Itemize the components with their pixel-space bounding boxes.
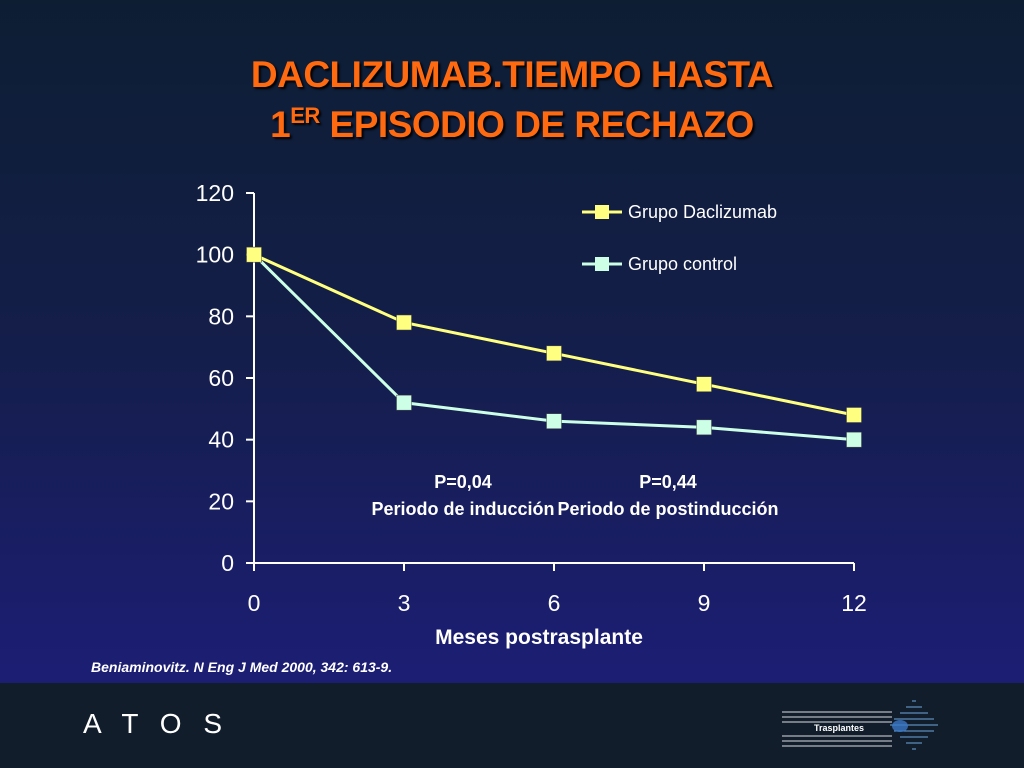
x-tick-label: 6: [548, 590, 561, 616]
series-line-0: [253, 253, 855, 417]
legend-label: Grupo Daclizumab: [628, 202, 777, 222]
title-line-2: 1ER EPISODIO DE RECHAZO: [0, 100, 1024, 150]
y-tick-label: 0: [221, 550, 234, 576]
data-point: [696, 419, 712, 436]
data-point: [696, 376, 712, 392]
data-point: [396, 314, 412, 331]
slide-title: DACLIZUMAB.TIEMPO HASTA 1ER EPISODIO DE …: [0, 50, 1024, 150]
x-axis-title: Meses postrasplante: [435, 626, 643, 649]
citation: Beniaminovitz. N Eng J Med 2000, 342: 61…: [91, 659, 393, 675]
data-point: [846, 407, 862, 423]
trasplantes-logo: Trasplantes: [782, 700, 938, 750]
y-tick-label: 80: [208, 303, 234, 329]
y-tick-label: 40: [208, 427, 234, 453]
logo-text: Trasplantes: [814, 723, 864, 733]
data-point: [396, 394, 412, 411]
brand-name: A T O S: [83, 708, 230, 739]
annotation-period: Periodo de postinducción: [557, 499, 778, 519]
rejection-line-chart: 0 20 40 60 80 100 120 0 3 6 9 12 Meses postrasplante…: [196, 180, 867, 649]
title-line-1: DACLIZUMAB.TIEMPO HASTA: [250, 54, 774, 95]
x-tick-label: 3: [398, 590, 411, 616]
legend-label: Grupo control: [628, 254, 737, 274]
title-line-2-rest: EPISODIO DE RECHAZO: [319, 104, 755, 145]
legend-marker: [595, 257, 609, 271]
title-line-2-prefix: 1: [270, 104, 291, 145]
x-tick-label: 9: [698, 590, 711, 616]
title-line-2-superscript: ER: [290, 103, 320, 128]
data-point: [546, 413, 562, 429]
y-tick-label: 120: [196, 180, 234, 206]
x-tick-label: 12: [841, 590, 867, 616]
y-tick-label: 60: [208, 365, 234, 391]
annotation-p-value: P=0,04: [434, 472, 492, 492]
y-tick-label: 100: [196, 242, 234, 268]
data-point: [546, 345, 562, 362]
data-point: [246, 246, 262, 263]
annotation-period: Periodo de inducción: [371, 499, 554, 519]
x-tick-label: 0: [248, 590, 261, 616]
y-tick-label: 20: [208, 488, 234, 514]
annotation-p-value: P=0,44: [639, 472, 697, 492]
footer-band: [0, 683, 1024, 768]
data-point: [846, 431, 862, 448]
legend-marker: [595, 205, 609, 219]
